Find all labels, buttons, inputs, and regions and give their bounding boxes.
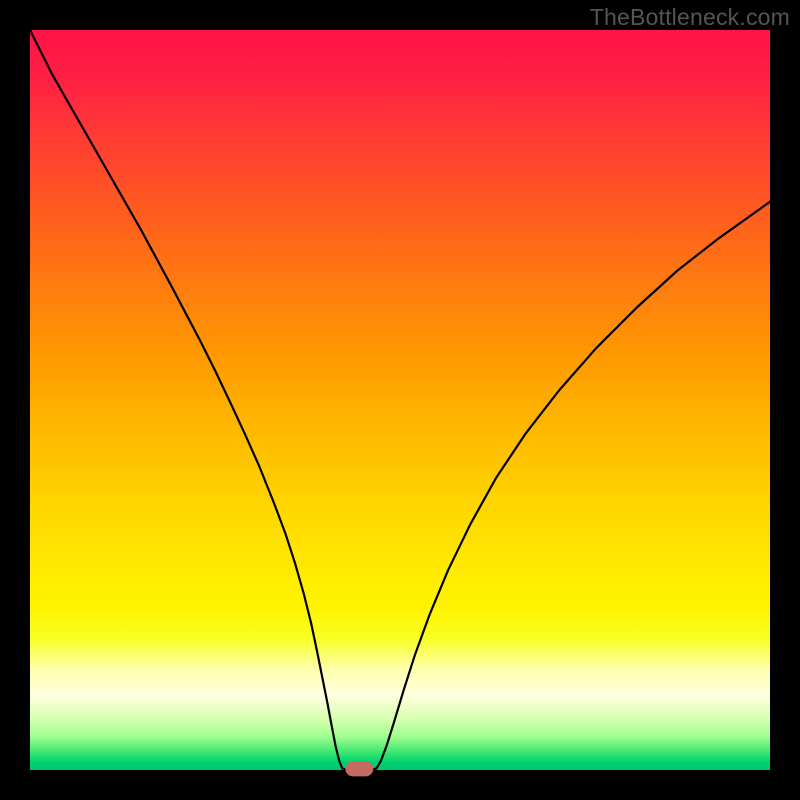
bottleneck-marker — [345, 761, 373, 776]
chart-stage: TheBottleneck.com — [0, 0, 800, 800]
watermark-text: TheBottleneck.com — [590, 4, 790, 31]
chart-svg — [0, 0, 800, 800]
plot-background — [30, 30, 770, 770]
